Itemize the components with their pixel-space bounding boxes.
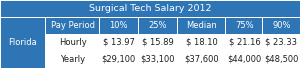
Bar [263,34,299,50]
Bar [226,51,262,68]
Text: 75%: 75% [235,21,254,30]
Bar [226,18,262,34]
Bar [1,0,299,17]
Text: 90%: 90% [272,21,291,30]
Bar [46,18,99,34]
Text: Surgical Tech Salary 2012: Surgical Tech Salary 2012 [89,4,211,13]
Bar [226,34,262,50]
Text: $ 23.33: $ 23.33 [266,38,298,47]
Text: 10%: 10% [110,21,128,30]
Bar [263,18,299,34]
Text: 25%: 25% [148,21,167,30]
Bar [139,34,177,50]
Text: Median: Median [186,21,217,30]
Bar [46,51,99,68]
Bar [139,51,177,68]
Text: $ 15.89: $ 15.89 [142,38,174,47]
Bar [46,34,99,50]
Bar [1,18,45,68]
Text: $ 13.97: $ 13.97 [103,38,135,47]
Bar [178,18,226,34]
Text: $48,500: $48,500 [264,55,299,64]
Text: Florida: Florida [8,38,37,47]
Bar [178,34,226,50]
Text: $ 21.16: $ 21.16 [229,38,260,47]
Bar [139,18,177,34]
Bar [178,51,226,68]
Text: Yearly: Yearly [60,55,85,64]
Text: $44,000: $44,000 [227,55,262,64]
Text: $ 18.10: $ 18.10 [186,38,217,47]
Text: $29,100: $29,100 [102,55,136,64]
Bar [100,18,138,34]
Text: $33,100: $33,100 [140,55,175,64]
Text: $37,600: $37,600 [184,55,219,64]
Text: Pay Period: Pay Period [51,21,94,30]
Bar [100,34,138,50]
Text: Hourly: Hourly [59,38,86,47]
Bar [100,51,138,68]
Bar [263,51,299,68]
